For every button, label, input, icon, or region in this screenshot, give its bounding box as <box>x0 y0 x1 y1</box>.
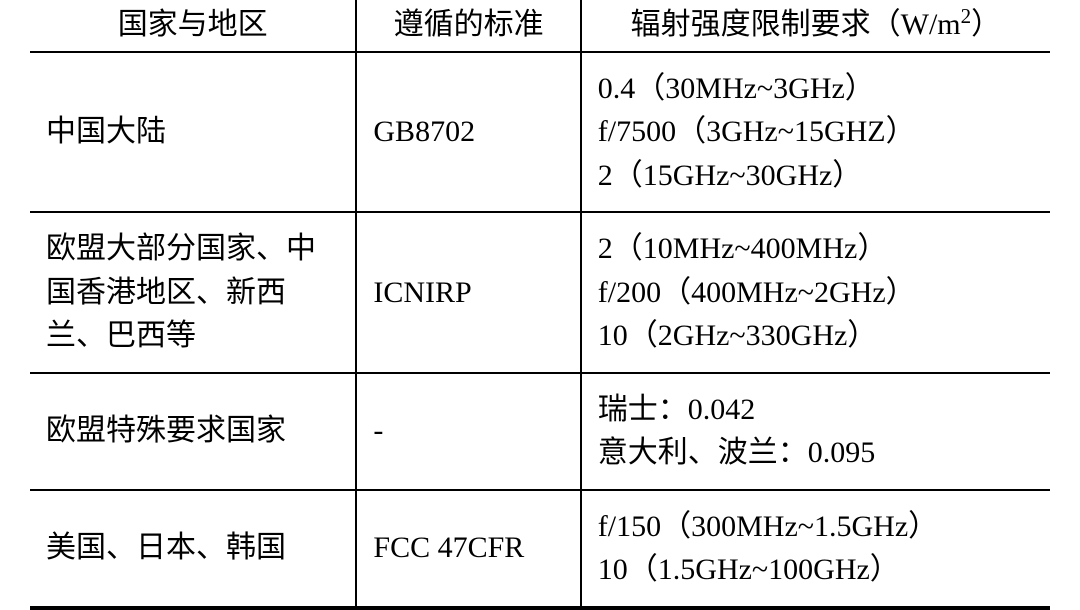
table-row: 美国、日本、韩国 FCC 47CFR f/150（300MHz~1.5GHz）1… <box>30 490 1050 608</box>
table-row: 欧盟大部分国家、中国香港地区、新西兰、巴西等 ICNIRP 2（10MHz~40… <box>30 212 1050 373</box>
cell-limit: f/150（300MHz~1.5GHz）10（1.5GHz~100GHz） <box>581 490 1050 608</box>
cell-region: 欧盟特殊要求国家 <box>30 373 356 490</box>
cell-region: 中国大陆 <box>30 52 356 213</box>
cell-limit: 0.4（30MHz~3GHz）f/7500（3GHz~15GHZ）2（15GHz… <box>581 52 1050 213</box>
cell-region: 美国、日本、韩国 <box>30 490 356 608</box>
col-header-region: 国家与地区 <box>30 0 356 52</box>
table-header-row: 国家与地区 遵循的标准 辐射强度限制要求（W/m2） <box>30 0 1050 52</box>
col-header-standard: 遵循的标准 <box>356 0 580 52</box>
cell-standard: ICNIRP <box>356 212 580 373</box>
table-row: 欧盟特殊要求国家 - 瑞士：0.042意大利、波兰：0.095 <box>30 373 1050 490</box>
cell-limit: 瑞士：0.042意大利、波兰：0.095 <box>581 373 1050 490</box>
cell-standard: GB8702 <box>356 52 580 213</box>
cell-standard: FCC 47CFR <box>356 490 580 608</box>
cell-region: 欧盟大部分国家、中国香港地区、新西兰、巴西等 <box>30 212 356 373</box>
cell-standard: - <box>356 373 580 490</box>
cell-limit: 2（10MHz~400MHz）f/200（400MHz~2GHz）10（2GHz… <box>581 212 1050 373</box>
table-row: 中国大陆 GB8702 0.4（30MHz~3GHz）f/7500（3GHz~1… <box>30 52 1050 213</box>
emf-standards-table: 国家与地区 遵循的标准 辐射强度限制要求（W/m2） 中国大陆 GB8702 0… <box>30 0 1050 610</box>
col-header-limit: 辐射强度限制要求（W/m2） <box>581 0 1050 52</box>
